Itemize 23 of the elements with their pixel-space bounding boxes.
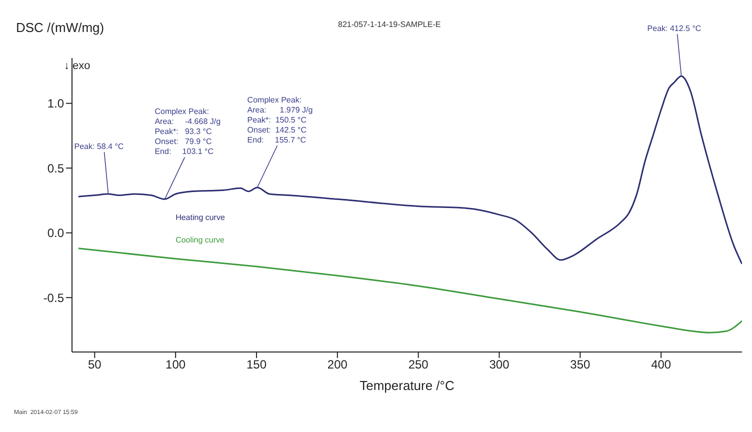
annotation: ↓ exo (64, 60, 90, 72)
x-tick-label: 150 (246, 358, 267, 372)
x-tick-label: 50 (88, 358, 102, 372)
annotation: Complex Peak: Area: -4.668 J/g Peak*: 93.3 °C Onset: 79.9 °C End: 103.1 °C (154, 107, 221, 156)
x-axis-title: Temperature /°C (360, 378, 454, 393)
x-tick-label: 200 (327, 358, 348, 372)
y-tick-label: 1.0 (47, 96, 64, 111)
y-tick-label: -0.5 (43, 290, 64, 305)
annotation: Peak: 58.4 °C (74, 142, 124, 151)
line-series (78, 248, 742, 334)
x-tick-label: 300 (489, 358, 510, 372)
x-tick-label: 250 (408, 358, 429, 372)
x-tick-label: 400 (651, 358, 672, 372)
y-tick-label: 0.0 (47, 226, 64, 240)
x-tick-label: 350 (570, 358, 590, 372)
y-axis-title: DSC /(mW/mg) (16, 20, 104, 35)
annotation: Complex Peak: Area: 1.979 J/g Peak*: 150.5 °C Onset: 142.5 °C End: 155.7 °C (247, 96, 313, 145)
series-label: Cooling curve (176, 236, 226, 245)
text: Heating curve (176, 212, 226, 222)
y-tick-label: 0.5 (47, 161, 64, 176)
chart-title: 821-057-1-14-19-SAMPLE-E (338, 20, 441, 29)
annotation: Peak: 412.5 °C (647, 24, 702, 34)
x-tick-label: 100 (166, 358, 186, 372)
